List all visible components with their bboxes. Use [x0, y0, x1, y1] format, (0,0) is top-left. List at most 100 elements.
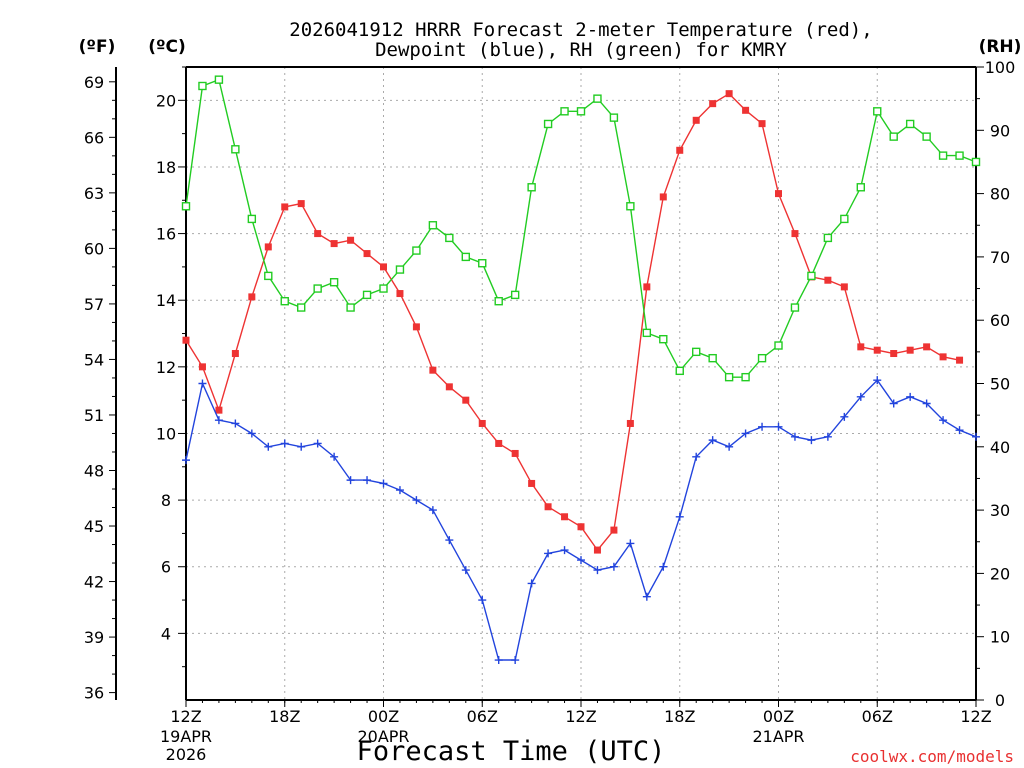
temperature-point [857, 343, 865, 351]
dewpoint-point [790, 432, 799, 441]
x-tick-label: 06Z [467, 707, 498, 726]
dewpoint-point [395, 486, 404, 495]
dewpoint-point [445, 536, 454, 545]
dewpoint-point [428, 506, 437, 515]
series-rh [181, 75, 981, 382]
dewpoint-point [675, 512, 684, 521]
rh-point [840, 214, 849, 224]
x-tick-label: 18Z [269, 707, 300, 726]
rh-point [692, 347, 701, 357]
date-label: 19APR [160, 727, 212, 746]
temperature-point [775, 190, 782, 198]
rh-point [873, 107, 882, 116]
fahrenheit-tick-label: 45 [84, 517, 104, 536]
temperature-point [478, 419, 486, 427]
rh-point [774, 341, 783, 350]
temperature-point [873, 346, 881, 354]
rh-point [938, 151, 948, 160]
temperature-point [610, 526, 618, 534]
temperature-point [215, 406, 223, 414]
rh-point [379, 284, 388, 293]
rh-point [724, 372, 734, 382]
rh-point [510, 290, 520, 300]
dewpoint-point [873, 376, 882, 385]
temperature-point [445, 383, 453, 391]
temperature-point [314, 230, 322, 238]
rh-point [675, 366, 684, 376]
rh-point [362, 290, 372, 300]
rh-point [198, 81, 207, 91]
rh-point [955, 151, 964, 160]
rh-point [395, 265, 405, 274]
dewpoint-point [379, 479, 388, 488]
chart-subtitle: Dewpoint (blue), RH (green) for KMRY [375, 39, 787, 61]
fahrenheit-tick-label: 39 [84, 628, 104, 647]
dewpoint-point [609, 562, 618, 571]
rh-point [527, 183, 536, 192]
fahrenheit-tick-label: 63 [84, 184, 104, 203]
rh-tick-label: 90 [990, 121, 1010, 140]
temperature-point [330, 240, 338, 248]
right-axis-unit-rh: (RH) [979, 37, 1022, 57]
x-axis-label: Forecast Time (UTC) [357, 736, 666, 767]
dewpoint-point [346, 476, 355, 485]
celsius-tick-label: 10 [156, 424, 176, 443]
dewpoint-point [412, 496, 421, 505]
dewpoint-point [856, 392, 865, 401]
fahrenheit-tick-label: 42 [84, 573, 104, 592]
temperature-point [182, 336, 190, 344]
x-tick-label: 06Z [862, 707, 893, 726]
credit-label: coolwx.com/models [850, 747, 1014, 766]
date-label: 21APR [752, 727, 804, 746]
rh-point [593, 94, 602, 103]
celsius-tick-label: 20 [156, 91, 176, 110]
rh-point [856, 183, 865, 192]
series-layer [181, 75, 981, 665]
rh-point [214, 75, 224, 84]
temperature-point [577, 523, 585, 531]
dewpoint-point [330, 452, 339, 461]
temperature-point [231, 350, 239, 358]
temperature-point [511, 449, 519, 457]
rh-point [297, 303, 306, 312]
dewpoint-point [774, 422, 783, 431]
fahrenheit-tick-label: 54 [84, 350, 104, 369]
temperature-point [676, 146, 684, 154]
dewpoint-point [297, 442, 306, 451]
chart-title: 2026041912 HRRR Forecast 2-meter Tempera… [289, 19, 872, 41]
temperature-point [692, 116, 700, 124]
dewpoint-point [840, 412, 849, 421]
x-tick-label: 12Z [170, 707, 201, 726]
temperature-point [939, 353, 947, 361]
celsius-tick-label: 12 [156, 358, 176, 377]
rh-point [807, 271, 816, 281]
rh-point [280, 297, 289, 306]
temperature-point [791, 230, 799, 238]
rh-point [971, 157, 981, 167]
date-label: 2026 [166, 745, 207, 764]
x-tick-label: 12Z [960, 707, 991, 726]
x-tick-label: 12Z [565, 707, 596, 726]
temperature-point [643, 283, 651, 291]
rh-point [329, 278, 339, 287]
rh-tick-label: 70 [990, 248, 1010, 267]
dewpoint-point [198, 379, 207, 388]
temperature-point [429, 366, 437, 374]
rh-point [905, 119, 915, 129]
rh-point [922, 132, 931, 141]
rh-point [823, 233, 833, 243]
fahrenheit-tick-label: 51 [84, 406, 104, 425]
dewpoint-point [511, 656, 520, 665]
temperature-point [840, 283, 848, 291]
dewpoint-point [461, 566, 470, 575]
dewpoint-point [692, 452, 701, 461]
rh-point [478, 259, 487, 268]
temperature-point [412, 323, 420, 331]
left-axis-unit-c: (ºC) [148, 37, 186, 57]
temperature-point [281, 203, 289, 211]
dewpoint-point [741, 429, 750, 438]
dewpoint-point [527, 579, 536, 588]
rh-tick-label: 60 [990, 311, 1010, 330]
rh-point [642, 328, 652, 338]
